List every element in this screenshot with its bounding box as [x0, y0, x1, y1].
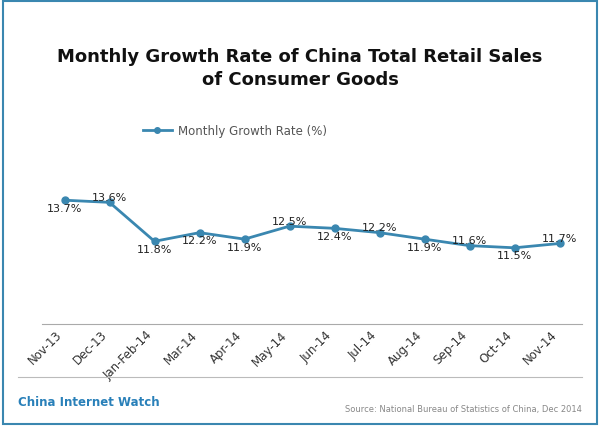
Legend: Monthly Growth Rate (%): Monthly Growth Rate (%)	[138, 120, 332, 142]
Text: 13.7%: 13.7%	[47, 203, 82, 213]
Text: 11.9%: 11.9%	[407, 242, 442, 252]
Text: 13.6%: 13.6%	[92, 193, 127, 202]
Text: CIW: CIW	[283, 8, 317, 23]
Text: 12.5%: 12.5%	[272, 216, 307, 226]
Text: Source: National Bureau of Statistics of China, Dec 2014: Source: National Bureau of Statistics of…	[345, 404, 582, 414]
Text: 12.2%: 12.2%	[362, 223, 397, 233]
Text: 11.9%: 11.9%	[227, 242, 262, 252]
Text: 11.5%: 11.5%	[497, 251, 532, 261]
Text: 11.6%: 11.6%	[452, 236, 487, 246]
Text: China Internet Watch: China Internet Watch	[18, 395, 160, 408]
Text: 11.7%: 11.7%	[542, 233, 577, 244]
Text: 11.8%: 11.8%	[137, 244, 172, 254]
Text: 12.2%: 12.2%	[182, 236, 217, 246]
Text: Monthly Growth Rate of China Total Retail Sales
of Consumer Goods: Monthly Growth Rate of China Total Retai…	[58, 47, 542, 89]
Text: 12.4%: 12.4%	[317, 231, 352, 242]
